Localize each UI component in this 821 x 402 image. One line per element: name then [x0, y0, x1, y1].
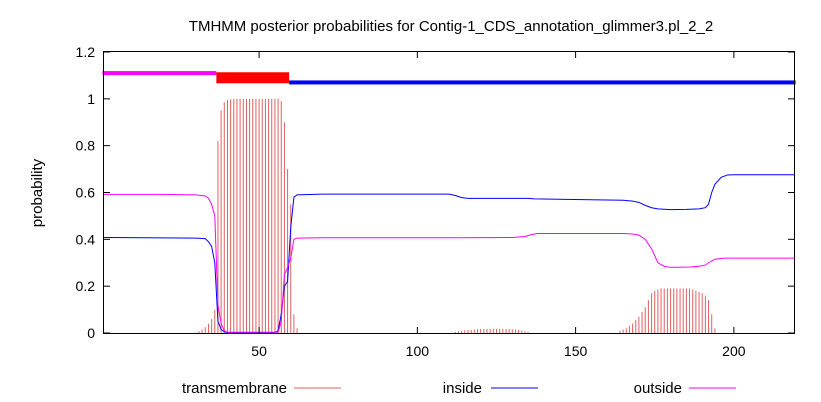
legend-label-outside: outside — [634, 380, 682, 397]
x-tick-label: 50 — [251, 343, 267, 359]
legend-label-transmembrane: transmembrane — [182, 380, 287, 397]
y-tick-label: 0 — [87, 325, 95, 341]
y-tick-label: 0.4 — [76, 231, 96, 247]
topology-bar-inside — [289, 80, 796, 85]
y-tick-label: 1 — [87, 91, 95, 107]
y-axis-label: probability — [29, 158, 46, 227]
x-tick-label: 100 — [406, 343, 430, 359]
inside-series-line — [103, 174, 794, 334]
y-tick-label: 0.8 — [76, 138, 96, 154]
plot-frame — [103, 51, 795, 334]
legend: transmembrane inside outside — [182, 380, 736, 397]
chart-title: TMHMM posterior probabilities for Contig… — [189, 18, 713, 35]
x-tick-label: 150 — [564, 343, 588, 359]
y-tick-label: 1.2 — [76, 44, 96, 60]
axis-ticks — [104, 51, 794, 334]
y-tick-label: 0.2 — [76, 278, 96, 294]
topology-bars — [102, 71, 796, 85]
topology-bar-transmembrane — [216, 72, 290, 84]
y-tick-label: 0.6 — [76, 185, 96, 201]
topology-bar-outside — [102, 71, 217, 76]
legend-label-inside: inside — [443, 380, 482, 397]
transmembrane-series — [195, 98, 716, 333]
x-tick-label: 200 — [722, 343, 746, 359]
outside-series-line — [104, 193, 794, 333]
